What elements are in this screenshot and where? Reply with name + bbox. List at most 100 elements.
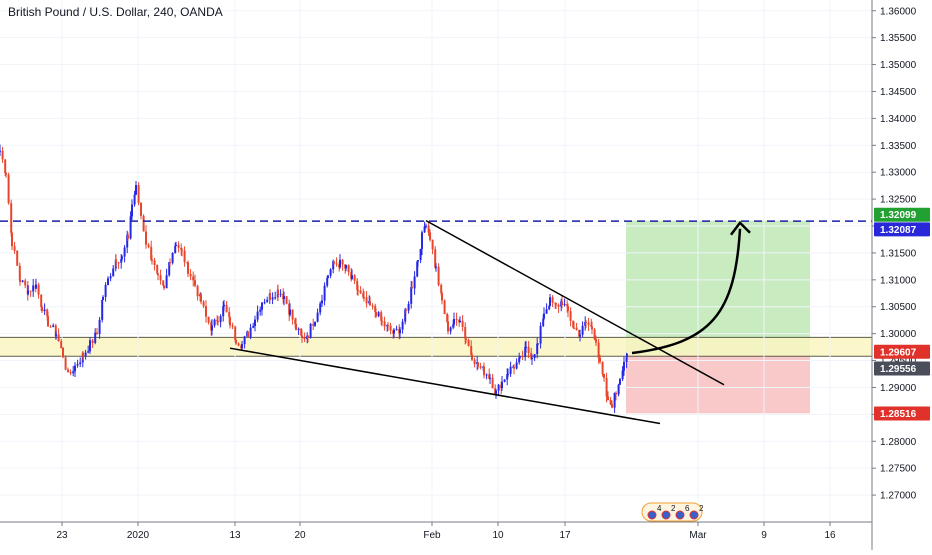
- candle: [67, 367, 69, 373]
- candle: [575, 322, 578, 331]
- candle-body: [603, 373, 605, 378]
- candle: [467, 338, 470, 347]
- candle: [485, 373, 488, 380]
- candle-body: [326, 277, 329, 286]
- price-tick-label: 1.34000: [880, 114, 917, 125]
- candle: [593, 327, 596, 341]
- candle-body: [274, 297, 277, 299]
- trendline-lower: [229, 347, 661, 425]
- candle-body: [129, 216, 132, 239]
- candle-body: [359, 290, 362, 294]
- candle-body: [345, 265, 347, 269]
- candle-body: [121, 256, 123, 260]
- candle: [41, 304, 43, 314]
- candle-body: [585, 321, 587, 323]
- candle: [295, 317, 297, 331]
- candle-body: [19, 279, 21, 282]
- candle-body: [162, 280, 165, 286]
- candle: [581, 321, 584, 337]
- candle: [359, 286, 362, 294]
- candle-body: [259, 309, 262, 312]
- candle-body: [194, 280, 196, 286]
- candle: [549, 293, 551, 307]
- flag-icon: [661, 510, 671, 520]
- candle-body: [381, 320, 383, 322]
- candle-body: [503, 379, 506, 382]
- candle: [171, 252, 174, 265]
- candle: [121, 255, 123, 262]
- candle: [162, 280, 165, 286]
- candle-body: [593, 329, 596, 340]
- trendline-upper: [425, 219, 725, 386]
- candle: [321, 294, 323, 307]
- candle: [301, 330, 303, 343]
- candle: [609, 397, 612, 406]
- candle-body: [37, 284, 40, 295]
- candle: [381, 316, 383, 327]
- candle: [266, 296, 269, 303]
- candle-body: [123, 247, 126, 257]
- candle-body: [333, 261, 335, 264]
- candle-body: [605, 377, 608, 397]
- candle: [617, 383, 620, 397]
- candle: [211, 319, 213, 336]
- chart-title: British Pound / U.S. Dollar, 240, OANDA: [8, 5, 223, 19]
- candle-body: [380, 312, 383, 321]
- price-tick-label: 1.27000: [880, 491, 917, 502]
- candle: [189, 268, 192, 281]
- candle: [351, 269, 353, 280]
- candle-body: [461, 320, 464, 327]
- candle-body: [509, 366, 512, 374]
- candle: [101, 299, 104, 323]
- candle-body: [297, 328, 300, 330]
- candle: [449, 326, 452, 335]
- candle: [222, 301, 225, 322]
- time-tick-label: 13: [229, 530, 241, 541]
- candle-body: [169, 262, 171, 264]
- candle-body: [339, 259, 341, 268]
- candle-body: [455, 319, 458, 321]
- candle-body: [43, 309, 46, 312]
- candle-body: [69, 371, 72, 374]
- candle: [62, 347, 64, 359]
- candle: [231, 322, 234, 330]
- candle-body: [241, 344, 243, 349]
- candle-body: [261, 302, 263, 310]
- candle-body: [151, 259, 153, 261]
- candle-body: [127, 235, 129, 239]
- candle-body: [548, 306, 551, 310]
- candle-body: [5, 173, 7, 175]
- time-tick-label: 23: [56, 530, 68, 541]
- candle: [153, 257, 156, 271]
- candle: [407, 301, 410, 314]
- candle-body: [187, 262, 189, 274]
- candle-body: [419, 248, 422, 261]
- candle: [513, 363, 515, 375]
- candle-body: [222, 306, 225, 317]
- candle-body: [62, 347, 64, 358]
- candle-body: [277, 289, 279, 295]
- candle-body: [91, 340, 94, 343]
- event-count: 4: [657, 504, 662, 513]
- candle-body: [536, 343, 539, 355]
- candle-body: [527, 346, 530, 353]
- candle-body: [407, 303, 410, 311]
- candle-body: [294, 319, 297, 324]
- candle-body: [495, 390, 497, 395]
- candle: [163, 284, 165, 291]
- candle: [117, 261, 120, 269]
- candle: [329, 268, 332, 279]
- candle: [543, 307, 545, 321]
- candle-body: [371, 305, 374, 307]
- candle: [55, 330, 57, 340]
- candle-body: [228, 312, 231, 318]
- candle: [200, 292, 202, 305]
- candle-body: [321, 300, 323, 304]
- candle-body: [101, 300, 104, 320]
- candle: [277, 284, 279, 301]
- candle-body: [365, 297, 368, 304]
- candle-body: [285, 296, 288, 304]
